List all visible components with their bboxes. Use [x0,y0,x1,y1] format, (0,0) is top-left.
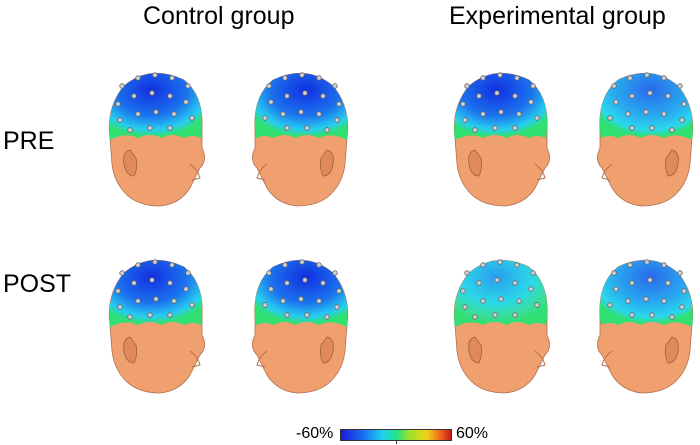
colorbar-min-label: -60% [296,425,334,442]
colorbar-center-tick [396,441,397,444]
head-map-post-control-1 [100,255,210,395]
experimental-group-title: Experimental group [449,2,666,30]
head-map-pre-control-1 [100,68,210,208]
head-map-pre-control-2 [247,68,357,208]
head-map-post-experimental-2 [592,255,700,395]
head-map-pre-experimental-1 [445,68,555,208]
control-group-title: Control group [143,2,295,30]
head-map-post-control-2 [247,255,357,395]
head-map-post-experimental-1 [445,255,555,395]
colorbar [340,429,452,441]
row-label-pre: PRE [3,127,55,155]
colorbar-max-label: 60% [456,425,489,442]
row-label-post: POST [3,270,72,298]
head-map-pre-experimental-2 [592,68,700,208]
